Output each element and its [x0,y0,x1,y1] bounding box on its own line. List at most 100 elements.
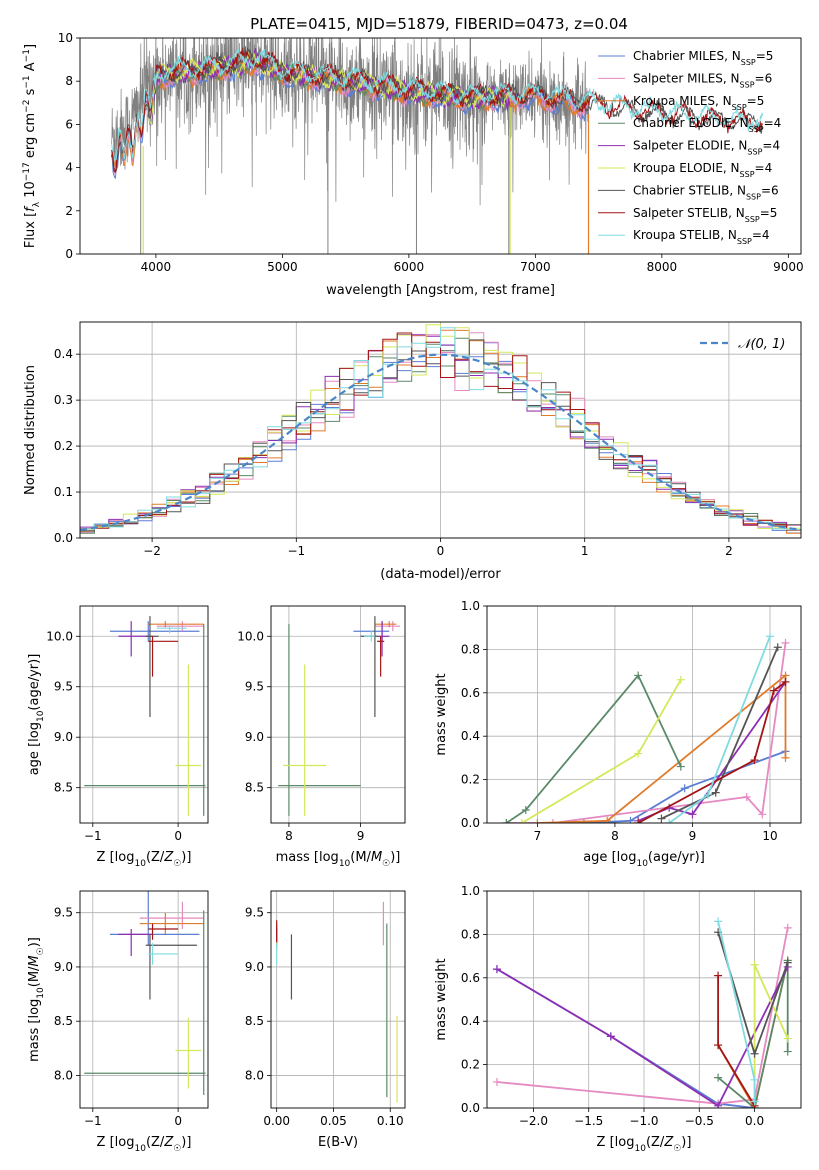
age-vs-metallicity-panel: −1 0 8.5 9.0 9.5 10.0 Z [log10(Z/Z☉)] age [log1… [27,605,209,869]
series-marker [758,810,767,819]
y-tick-label: 0.6 [461,971,480,985]
axes-frame [79,605,209,824]
axes: −2 −1 0 1 2 0.0 0.1 0.2 0.3 0.4 [54,321,802,558]
y-tick-label: 0.4 [54,347,73,361]
legend-label-chabrier-miles: Chabrier MILES, NSSP=5 [633,49,773,67]
legend-label-normal: 𝒩(0, 1) [738,337,785,352]
series-marker [750,1075,759,1084]
series-salpeter-stelib [714,971,759,1108]
x-tick-label: 8 [285,829,293,843]
y-tick-label: 9.0 [245,730,264,744]
series-marker [714,1101,723,1108]
series-marker [548,819,557,823]
y-tick-label: 10.0 [237,629,264,643]
legend-label-chabrier-stelib: Chabrier STELIB, NSSP=6 [633,183,779,201]
y-tick-label: 0.0 [461,816,480,830]
y-tick-label: 8.0 [245,1068,264,1082]
series-marker [750,1049,759,1058]
y-axis-label: age [log10(age/yr)] [27,654,46,776]
x-tick-label: −1 [287,544,305,558]
series-marker [626,816,635,823]
legend-label-salpeter-miles: Salpeter MILES, NSSP=6 [633,71,772,89]
series-marker [502,819,511,823]
errorbar-chabrier-elodie [84,624,206,816]
axes-frame [270,605,406,824]
series-marker [676,762,685,771]
series-marker [750,960,759,969]
x-tick-label: 0.0 [745,1114,764,1128]
series-line [505,673,682,823]
x-tick-label: −0.5 [685,1114,714,1128]
y-tick-label: 0.1 [54,485,73,499]
axes-frame [270,890,406,1109]
errorbar-kroupa-stelib [364,631,375,642]
y-tick-label: 0.6 [461,686,480,700]
y-tick-label: 9.5 [245,906,264,920]
x-axis-label: wavelength [Angstrom, rest frame] [326,283,555,298]
series-marker [783,923,792,932]
errorbar-kroupa-stelib [156,623,187,634]
axes-frame [79,37,802,255]
errorbar-salpeter-stelib [377,636,385,677]
series-marker [665,819,674,823]
y-tick-label: 10.0 [46,629,73,643]
series-marker [714,1073,723,1082]
y-tick-label: 0.4 [461,729,480,743]
model-spectrum-chabrier-stelib [111,46,764,173]
x-axis-label: mass [log10(M/M☉)] [276,850,401,869]
axes-frame [79,890,209,1109]
residual-histogram-panel: −2 −1 0 1 2 0.0 0.1 0.2 0.3 0.4 𝒩(0, 1) (data-model… [23,321,802,582]
series-marker [603,816,612,823]
y-axis-label: mass weight [434,673,449,755]
series-marker [765,632,774,641]
mass-weight-vs-metallicity-panel: −2.0 −1.5 −1.0 −0.5 0.0 0.0 0.2 0.4 0.6 0.8 1.0 Z [… [434,884,802,1154]
series-salpeter-miles [492,923,792,1108]
errorbar-kroupa-stelib [148,943,179,965]
series-marker [714,1041,723,1050]
x-tick-label: 1 [581,544,589,558]
y-tick-label: 0.8 [461,642,480,656]
x-tick-label: 4000 [141,260,172,274]
series-marker [688,810,697,819]
y-tick-label: 0.3 [54,393,73,407]
series-salpeter-elodie [492,962,792,1108]
plot-area [276,901,398,1103]
legend: Chabrier MILES, NSSP=5 Salpeter MILES, NS… [598,49,781,246]
x-tick-label: 0.10 [377,1114,404,1128]
errorbar-salpeter-miles [139,901,204,929]
series-marker [783,958,792,967]
x-axis-label: E(B-V) [318,1135,358,1150]
y-tick-label: 9.0 [245,960,264,974]
legend-label-kroupa-elodie: Kroupa ELODIE, NSSP=4 [633,161,772,179]
y-tick-label: 8.5 [54,1014,73,1028]
x-tick-label: −1 [84,829,102,843]
series-line [637,681,787,823]
series-salpeter-stelib [634,677,790,823]
series-marker [714,971,723,980]
errorbar-chabrier-elodie [278,624,361,816]
series-line [506,642,787,823]
series-chabrier-stelib [657,643,782,823]
grid [271,606,405,823]
series-marker [783,1047,792,1056]
x-tick-label: 5000 [267,260,298,274]
errorbar-kroupa-elodie [175,1017,202,1089]
series-marker [606,1032,615,1041]
x-tick-label: 9 [357,829,365,843]
errorbar-kroupa-miles [139,912,204,935]
y-axis-label: mass [log10(M/M☉)] [27,937,46,1062]
y-tick-label: 9.5 [245,680,264,694]
series-marker [711,788,720,797]
errorbar-kroupa-miles [374,621,397,628]
mass-vs-ebv-panel: 0.00 0.05 0.10 8.0 8.5 9.0 9.5 E(B-V) [245,890,406,1150]
series-line [717,960,789,1108]
series-marker [676,675,685,684]
errorbar-salpeter-miles [374,621,400,632]
x-tick-label: −2.0 [519,1114,548,1128]
x-tick-label: 7 [534,829,542,843]
legend-label-salpeter-stelib: Salpeter STELIB, NSSP=5 [633,206,777,224]
y-tick-label: 6 [65,117,73,131]
plot-area [111,38,764,254]
series-marker [781,677,790,686]
